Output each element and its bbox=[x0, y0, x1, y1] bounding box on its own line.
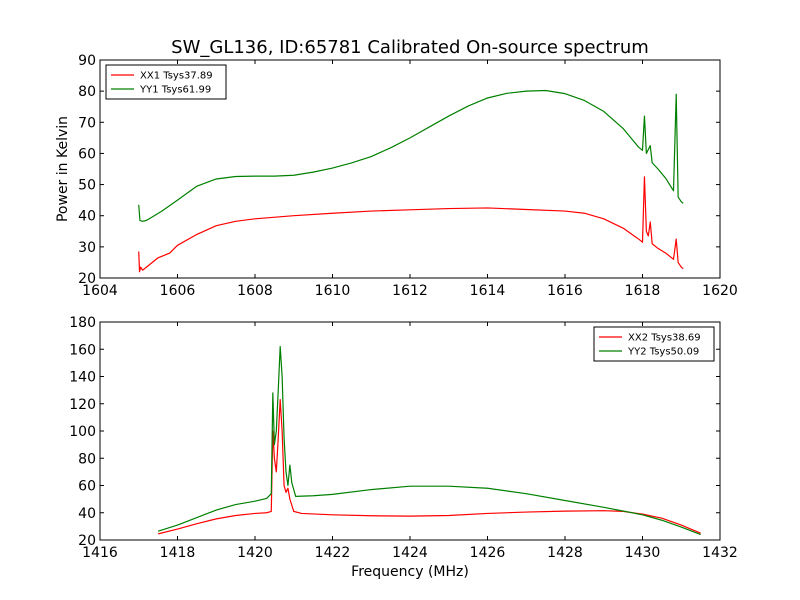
bottom-xtick-label: 1432 bbox=[702, 545, 738, 561]
bottom-ytick-label: 160 bbox=[69, 342, 96, 358]
top-ytick-label: 90 bbox=[78, 53, 96, 69]
top-ylabel: Power in Kelvin bbox=[55, 116, 71, 222]
top-ytick-label: 40 bbox=[78, 209, 96, 225]
top-xtick-label: 1618 bbox=[625, 283, 661, 299]
bottom-xtick-label: 1424 bbox=[392, 545, 428, 561]
bottom-xlabel: Frequency (MHz) bbox=[351, 564, 469, 580]
bottom-xtick-label: 1428 bbox=[547, 545, 583, 561]
bottom-ytick-label: 40 bbox=[78, 506, 96, 522]
top-xtick-label: 1612 bbox=[392, 283, 428, 299]
top-xtick-label: 1610 bbox=[315, 283, 351, 299]
chart-title: SW_GL136, ID:65781 Calibrated On-source … bbox=[171, 37, 649, 58]
top-ytick-label: 80 bbox=[78, 84, 96, 100]
top-plot: 1604 1606 1608 1610 1612 1614 1616 1618 1620 20 30… bbox=[55, 53, 738, 299]
top-xtick-label: 1620 bbox=[702, 283, 738, 299]
top-ytick-label: 20 bbox=[78, 271, 96, 287]
bottom-xtick-label: 1416 bbox=[82, 545, 118, 561]
top-ticks: 1604 1606 1608 1610 1612 1614 1616 1618 1620 20 30… bbox=[78, 53, 738, 299]
top-legend-label-0: XX1 Tsys37.89 bbox=[140, 71, 213, 82]
bottom-legend-box bbox=[593, 326, 715, 362]
top-series-line-1 bbox=[138, 89, 684, 222]
bottom-xtick-label: 1420 bbox=[237, 545, 273, 561]
top-xtick-label: 1604 bbox=[82, 283, 118, 299]
bottom-plot: 1416 1418 1420 1422 1424 1426 1428 1430 1432 20 40… bbox=[69, 315, 738, 580]
bottom-xtick-label: 1418 bbox=[160, 545, 196, 561]
bottom-ytick-label: 100 bbox=[69, 424, 96, 440]
bottom-ytick-label: 20 bbox=[78, 533, 96, 549]
top-legend-box bbox=[105, 64, 227, 100]
bottom-series-line-1 bbox=[157, 345, 701, 536]
top-xtick-label: 1608 bbox=[237, 283, 273, 299]
top-xtick-label: 1606 bbox=[160, 283, 196, 299]
top-ytick-label: 70 bbox=[78, 115, 96, 131]
bottom-legend: XX2 Tsys38.69 YY2 Tsys50.09 bbox=[593, 326, 715, 362]
bottom-series-group bbox=[157, 345, 701, 536]
bottom-legend-label-0: XX2 Tsys38.69 bbox=[628, 333, 701, 344]
top-legend-label-1: YY1 Tsys61.99 bbox=[139, 85, 211, 96]
top-ytick-label: 30 bbox=[78, 240, 96, 256]
bottom-xtick-label: 1430 bbox=[625, 545, 661, 561]
bottom-ytick-label: 120 bbox=[69, 397, 96, 413]
top-ytick-label: 50 bbox=[78, 178, 96, 194]
top-series-line-0 bbox=[138, 176, 684, 273]
bottom-series-line-0 bbox=[157, 399, 701, 535]
bottom-ytick-label: 80 bbox=[78, 451, 96, 467]
bottom-xtick-label: 1426 bbox=[470, 545, 506, 561]
top-series-group bbox=[138, 89, 684, 273]
bottom-ytick-label: 60 bbox=[78, 479, 96, 495]
bottom-legend-label-1: YY2 Tsys50.09 bbox=[627, 347, 699, 358]
top-legend: XX1 Tsys37.89 YY1 Tsys61.99 bbox=[105, 64, 227, 100]
bottom-ytick-label: 140 bbox=[69, 370, 96, 386]
bottom-xtick-label: 1422 bbox=[315, 545, 351, 561]
top-xtick-label: 1614 bbox=[470, 283, 506, 299]
top-xtick-label: 1616 bbox=[547, 283, 583, 299]
bottom-ytick-label: 180 bbox=[69, 315, 96, 331]
bottom-ticks: 1416 1418 1420 1422 1424 1426 1428 1430 1432 20 40… bbox=[69, 315, 738, 561]
top-ytick-label: 60 bbox=[78, 146, 96, 162]
